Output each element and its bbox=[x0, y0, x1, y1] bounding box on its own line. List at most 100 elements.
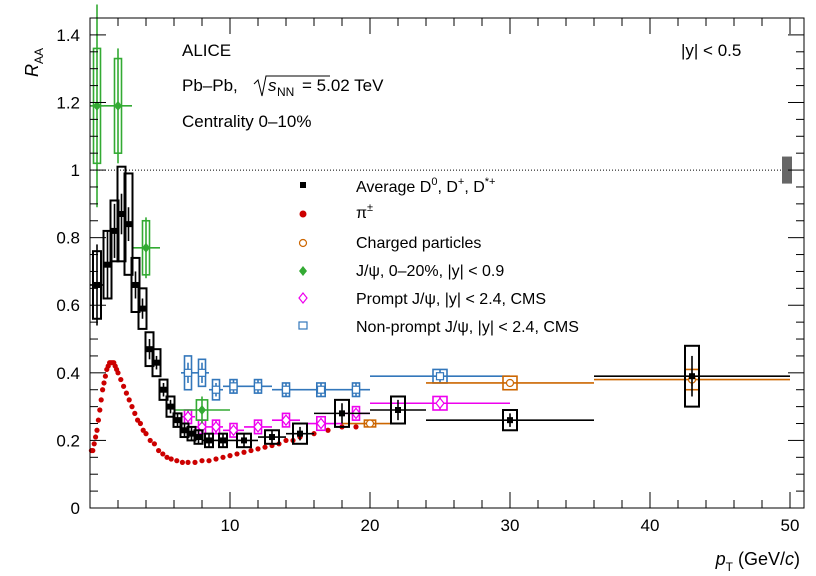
syst-box-D bbox=[123, 172, 134, 276]
y-tick-label: 0.6 bbox=[56, 296, 80, 315]
pion-point bbox=[164, 454, 170, 460]
pion-point bbox=[353, 424, 359, 430]
syst-box-D bbox=[151, 348, 162, 378]
legend-marker-pion bbox=[299, 210, 307, 218]
pion-point bbox=[123, 390, 129, 396]
pion-point bbox=[227, 453, 233, 459]
marker-prompt bbox=[228, 424, 239, 437]
marker-D bbox=[689, 373, 695, 380]
marker-D bbox=[195, 434, 202, 441]
marker-nonprompt bbox=[197, 368, 207, 377]
x-tick-label: 10 bbox=[221, 516, 240, 535]
syst-box-D bbox=[158, 378, 169, 401]
x-axis-title: pT (GeV/c) bbox=[715, 549, 800, 574]
pion-point bbox=[137, 420, 143, 427]
marker-D bbox=[507, 417, 513, 424]
pion-point bbox=[118, 376, 124, 383]
centrality-label: Centrality 0–10% bbox=[182, 112, 311, 131]
marker-D bbox=[160, 386, 167, 393]
marker-D bbox=[167, 403, 174, 410]
legend-label-charged: Charged particles bbox=[356, 235, 481, 252]
legend-label-D: Average D0, D+, D*+ bbox=[356, 176, 496, 196]
pion-point bbox=[95, 417, 101, 423]
experiment-label: ALICE bbox=[182, 41, 231, 60]
marker-D bbox=[241, 437, 247, 444]
marker-prompt bbox=[435, 397, 445, 410]
legend-label-jpsi: J/ψ, 0–20%, |y| < 0.9 bbox=[356, 263, 504, 280]
x-tick-label: 40 bbox=[641, 516, 660, 535]
y-tick-label: 1 bbox=[71, 161, 80, 180]
marker-charged bbox=[505, 378, 515, 388]
legend: Average D0, D+, D*+ π± Charged particles… bbox=[298, 176, 579, 336]
marker-jpsi bbox=[142, 242, 150, 253]
legend-marker-nonprompt bbox=[298, 321, 308, 330]
plot-layer bbox=[88, 4, 792, 465]
pion-point bbox=[156, 447, 162, 454]
marker-prompt bbox=[183, 410, 193, 423]
pion-point bbox=[192, 459, 198, 465]
pion-point bbox=[234, 451, 240, 457]
pion-point bbox=[121, 383, 127, 389]
legend-marker-D bbox=[300, 182, 306, 188]
pion-point bbox=[143, 431, 149, 437]
marker-D bbox=[269, 434, 275, 441]
pion-point bbox=[91, 441, 97, 447]
marker-D bbox=[181, 427, 188, 434]
marker-prompt bbox=[211, 420, 221, 433]
rapidity-label: |y| < 0.5 bbox=[681, 41, 741, 60]
pion-point bbox=[97, 407, 103, 413]
pion-point bbox=[93, 434, 99, 440]
marker-nonprompt bbox=[351, 385, 361, 394]
marker-D bbox=[146, 346, 153, 353]
system-sqrt-sub: NN bbox=[277, 85, 294, 99]
marker-D bbox=[297, 430, 303, 437]
marker-D bbox=[153, 359, 160, 366]
marker-D bbox=[206, 437, 212, 444]
legend-label-prompt: Prompt J/ψ, |y| < 2.4, CMS bbox=[356, 291, 546, 308]
marker-nonprompt bbox=[435, 372, 445, 381]
pion-point bbox=[126, 397, 132, 403]
axis-layer: 10 20 30 40 50 0 0.2 0.4 0.6 0.8 1 1.2 1.4 bbox=[56, 17, 805, 535]
marker-nonprompt bbox=[281, 385, 291, 394]
syst-box-D bbox=[130, 256, 141, 313]
pion-point bbox=[147, 437, 153, 444]
marker-D bbox=[220, 437, 226, 444]
legend-marker-prompt bbox=[298, 292, 308, 304]
marker-prompt bbox=[281, 414, 291, 427]
pion-point bbox=[248, 447, 254, 454]
pion-point bbox=[206, 458, 212, 464]
pion-point bbox=[168, 456, 174, 462]
pion-point bbox=[160, 451, 166, 457]
marker-D bbox=[339, 410, 345, 417]
x-tick-label: 50 bbox=[781, 516, 800, 535]
pion-point bbox=[199, 458, 205, 464]
marker-jpsi bbox=[93, 100, 101, 111]
marker-jpsi bbox=[114, 100, 122, 111]
x-tick-label: 30 bbox=[501, 516, 520, 535]
marker-D bbox=[395, 407, 401, 413]
y-axis-title: RAA bbox=[22, 48, 46, 77]
marker-D bbox=[111, 227, 118, 234]
pion-point bbox=[213, 456, 219, 462]
legend-marker-charged bbox=[298, 238, 308, 248]
pion-point bbox=[129, 404, 135, 410]
y-tick-label: 1.2 bbox=[56, 93, 80, 112]
pion-point bbox=[262, 444, 268, 450]
marker-D bbox=[139, 305, 146, 312]
marker-D bbox=[118, 211, 125, 217]
marker-D bbox=[188, 430, 195, 437]
legend-label-nonprompt: Non-prompt J/ψ, |y| < 2.4, CMS bbox=[356, 319, 579, 336]
pion-point bbox=[102, 373, 108, 379]
marker-D bbox=[104, 261, 111, 268]
x-tick-label: 20 bbox=[361, 516, 380, 535]
pion-point bbox=[100, 387, 106, 393]
system-label: Pb–Pb, bbox=[182, 76, 238, 95]
pion-point bbox=[179, 459, 185, 465]
marker-charged bbox=[365, 419, 375, 428]
y-tick-label: 0.8 bbox=[56, 229, 80, 248]
pion-point bbox=[151, 441, 157, 447]
y-tick-label: 1.4 bbox=[56, 26, 80, 45]
pion-point bbox=[174, 458, 180, 464]
legend-marker-jpsi bbox=[299, 266, 307, 276]
